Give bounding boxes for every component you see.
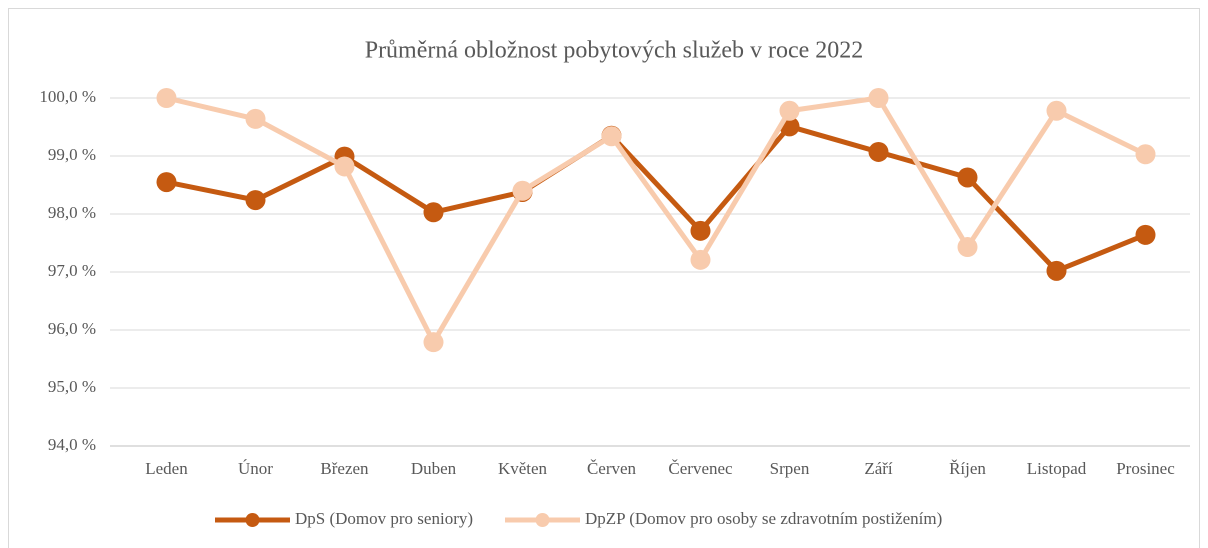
- y-tick-label: 94,0 %: [48, 435, 96, 454]
- legend-label: DpS (Domov pro seniory): [295, 509, 473, 528]
- y-tick-label: 98,0 %: [48, 203, 96, 222]
- legend-marker: [535, 513, 550, 527]
- data-point: [1046, 100, 1067, 121]
- x-tick-label: Listopad: [1027, 459, 1087, 478]
- data-point: [868, 141, 889, 162]
- legend-marker: [245, 513, 260, 527]
- x-tick-label: Květen: [498, 459, 548, 478]
- x-tick-label: Březen: [320, 459, 369, 478]
- data-point: [957, 237, 978, 258]
- chart-title: Průměrná obložnost pobytových služeb v r…: [365, 38, 864, 64]
- y-tick-label: 97,0 %: [48, 261, 96, 280]
- data-point: [1046, 260, 1067, 281]
- data-point: [601, 126, 622, 147]
- y-tick-label: 100,0 %: [39, 87, 96, 106]
- data-point: [423, 202, 444, 223]
- y-tick-label: 99,0 %: [48, 145, 96, 164]
- data-point: [512, 180, 533, 201]
- data-point: [423, 332, 444, 353]
- x-tick-label: Červen: [587, 459, 637, 478]
- x-tick-label: Srpen: [770, 459, 810, 478]
- data-point: [156, 172, 177, 193]
- data-point: [690, 249, 711, 270]
- x-tick-label: Leden: [145, 459, 188, 478]
- data-point: [957, 167, 978, 188]
- x-tick-label: Říjen: [949, 459, 986, 478]
- x-tick-label: Září: [864, 459, 893, 478]
- x-tick-label: Červenec: [668, 459, 733, 478]
- data-point: [156, 88, 177, 108]
- y-tick-label: 95,0 %: [48, 377, 96, 396]
- data-point: [245, 190, 266, 211]
- series-line: [166, 123, 1147, 274]
- data-point: [1135, 144, 1156, 165]
- data-point: [245, 108, 266, 129]
- x-tick-label: Prosinec: [1116, 459, 1175, 478]
- x-tick-label: Duben: [411, 459, 457, 478]
- legend-label: DpZP (Domov pro osoby se zdravotním post…: [585, 509, 942, 528]
- data-point: [868, 88, 889, 108]
- data-point: [334, 156, 355, 177]
- data-point: [779, 100, 800, 121]
- x-tick-label: Únor: [238, 459, 273, 478]
- series-line: [165, 95, 1147, 345]
- data-point: [1135, 224, 1156, 245]
- y-tick-label: 96,0 %: [48, 319, 96, 338]
- data-point: [690, 220, 711, 241]
